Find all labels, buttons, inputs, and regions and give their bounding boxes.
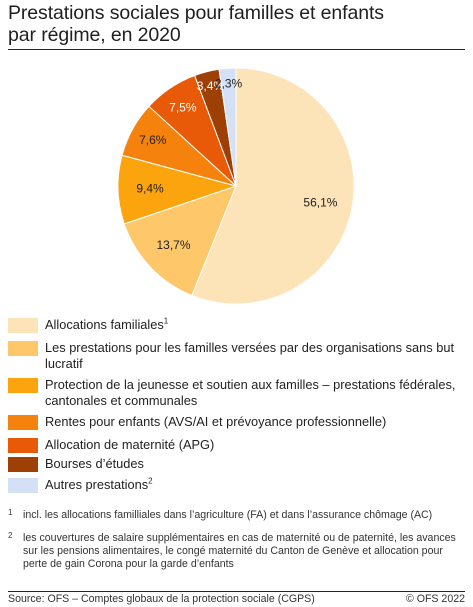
legend-swatch-5 [8,438,38,453]
chart-title: Prestations sociales pour familles et en… [8,2,458,46]
legend-text-1: Allocations familiales [45,317,164,332]
legend-label-3: Protection de la jeunesse et soutien aux… [45,377,465,409]
legend-label-4: Rentes pour enfants (AVS/AI et prévoyanc… [45,414,465,430]
legend-text-2: Les prestations pour les familles versée… [45,340,455,371]
pie-data-label-1: 56,1% [303,195,337,209]
legend-swatch-1 [8,318,38,333]
legend-swatch-2 [8,341,38,356]
legend-label-5: Allocation de maternité (APG) [45,437,465,453]
legend-swatch-7 [8,478,38,493]
footnote-1-mark: 1 [8,508,13,517]
legend-swatch-6 [8,457,38,472]
copyright-note: © OFS 2022 [405,593,465,605]
pie-slice-2 [123,185,237,297]
source-note: Source: OFS – Comptes globaux de la prot… [8,593,315,605]
pie-data-label-6: 3,4% [197,79,225,93]
legend-text-3: Protection de la jeunesse et soutien aux… [45,377,456,408]
pie-data-label-4: 7,6% [139,133,167,147]
legend-text-7: Autres prestations [45,477,149,492]
pie-labels: 56,1% 13,7% 9,4% 7,6% 7,5%3,4%2,3% [136,76,337,252]
chart-title-line2: par régime, en 2020 [8,24,181,46]
legend-footnote-ref-7: 2 [148,476,153,486]
legend-label-6: Bourses d’études [45,456,465,472]
pie-data-label-3: 9,4% [136,182,164,196]
pie-slices [117,67,355,305]
legend-label-7: Autres prestations2 [45,477,465,493]
footer-divider [8,591,465,592]
legend-footnote-ref-1: 1 [163,316,169,326]
legend-text-4: Rentes pour enfants (AVS/AI et prévoyanc… [45,414,387,429]
pie-slice-1 [191,67,355,305]
pie-slice-7 [218,67,237,187]
pie-data-label-5: 7,5% [169,100,197,114]
footnote-2-text: les couvertures de salaire supplémentair… [23,532,456,570]
legend-text-6: Bourses d’études [45,456,144,471]
pie-data-label-7: 2,3% [215,76,243,90]
footnote-2-mark: 2 [8,531,13,540]
legend-swatch-4 [8,415,38,430]
footnote-1-text: incl. les allocations familliales dans l… [23,509,433,521]
pie-data-label-2: 13,7% [156,238,190,252]
title-divider [8,49,465,50]
legend-text-5: Allocation de maternité (APG) [45,437,215,452]
pie-chart: 56,1% 13,7% 9,4% 7,6% 7,5%3,4%2,3% [117,67,355,305]
legend-swatch-3 [8,378,38,393]
chart-title-line1: Prestations sociales pour familles et en… [8,2,384,24]
legend-label-2: Les prestations pour les familles versée… [45,340,465,372]
legend-label-1: Allocations familiales1 [45,317,465,333]
